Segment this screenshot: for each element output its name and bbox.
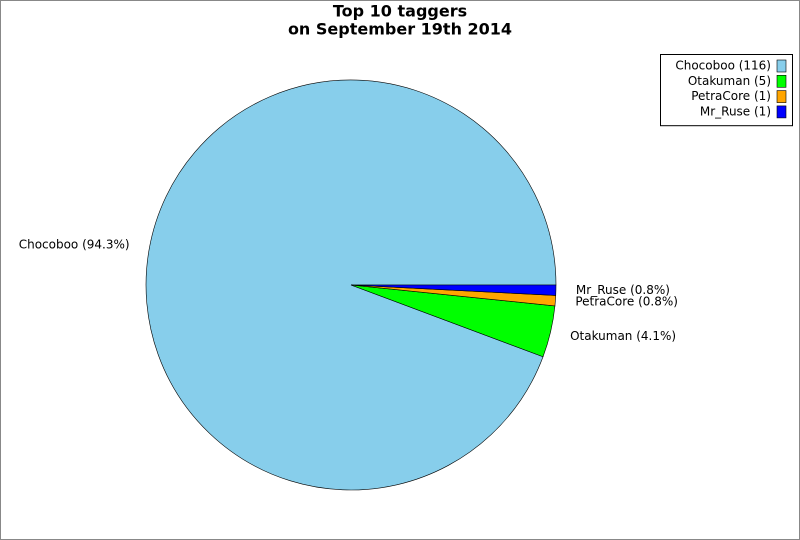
chart-title: Top 10 taggers bbox=[333, 2, 467, 21]
slice-label: Mr_Ruse (0.8%) bbox=[576, 283, 670, 297]
slice-label: PetraCore (0.8%) bbox=[575, 295, 678, 309]
legend-swatch bbox=[776, 90, 787, 103]
legend-label: PetraCore (1) bbox=[691, 89, 771, 103]
slice-label: Chocoboo (94.3%) bbox=[19, 237, 130, 251]
pie-slice bbox=[350, 284, 557, 296]
legend-swatch bbox=[776, 59, 787, 73]
slice-label: Otakuman (4.1%) bbox=[570, 329, 676, 343]
legend-swatch bbox=[776, 105, 787, 119]
legend-label: Chocoboo (116) bbox=[675, 59, 771, 73]
legend-box bbox=[660, 54, 793, 127]
legend-swatch bbox=[776, 75, 787, 88]
chart-subtitle: on September 19th 2014 bbox=[288, 20, 512, 39]
legend-label: Mr_Ruse (1) bbox=[700, 104, 771, 118]
legend-label: Otakuman (5) bbox=[688, 74, 771, 88]
